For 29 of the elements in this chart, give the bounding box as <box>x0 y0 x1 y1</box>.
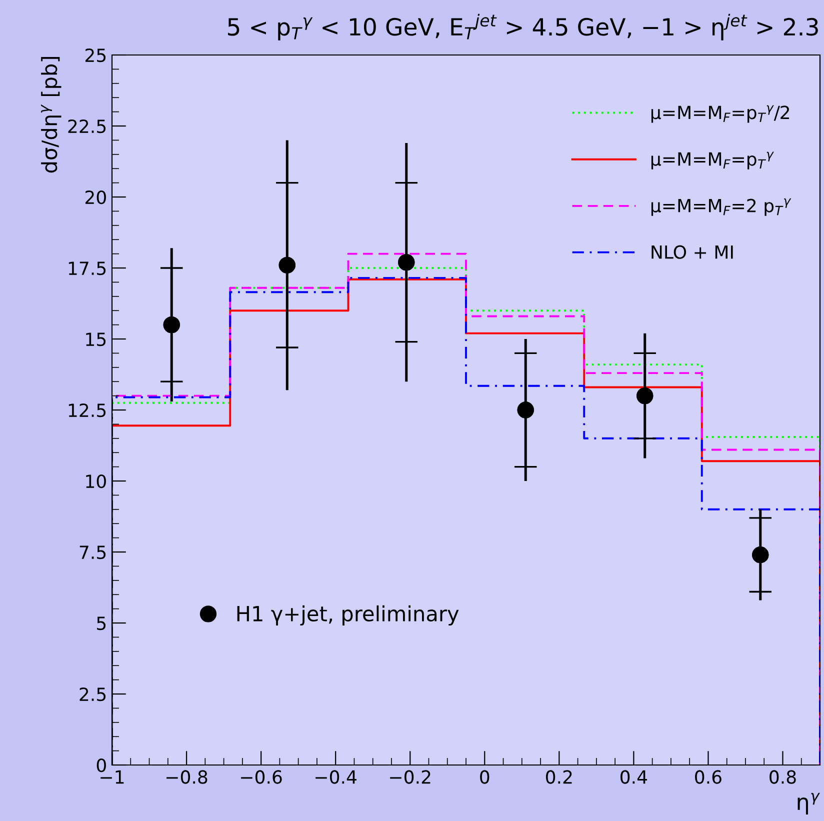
x-tick-label: −1 <box>100 770 124 784</box>
x-tick-label: 0.8 <box>770 770 796 784</box>
y-tick-label: 7.5 <box>80 546 106 560</box>
x-axis-title: η$^{γ}$ <box>798 792 820 815</box>
y-tick-label: 10 <box>86 474 106 488</box>
chart-title: 5 < p$_{T}$$^{γ}$ < 10 GeV, E$_{T}$$^{jet}$ > 4.5 GeV, −1 > η$^{jet}$ > 2.3 <box>228 14 818 40</box>
y-tick-label: 5 <box>97 616 106 630</box>
y-tick-label: 25 <box>85 48 106 62</box>
x-tick-label: 0.2 <box>546 770 572 784</box>
x-tick-label: 0.6 <box>695 770 722 784</box>
x-tick-label: −0.4 <box>316 770 356 784</box>
legend-label: H1 γ+jet, preliminary <box>237 605 459 626</box>
x-tick-label: −0.8 <box>166 770 208 784</box>
y-tick-label: 0 <box>96 758 106 772</box>
x-tick-label: −0.2 <box>390 770 430 784</box>
legend-label: μ=M=M$_{F}$=p$_{T}$$^{γ}$/2 <box>651 105 789 123</box>
legend-label: μ=M=M$_{F}$=p$_{T}$$^{γ}$ <box>651 152 774 170</box>
y-axis-title: dσ/dη$^{γ}$ [pb] <box>40 56 62 173</box>
y-tick-label: 17.5 <box>68 262 106 276</box>
y-tick-label: 2.5 <box>80 687 106 702</box>
legend-label: NLO + MI <box>652 245 733 259</box>
x-tick-label: −0.6 <box>241 770 282 784</box>
x-tick-label: 0.4 <box>620 770 648 784</box>
y-tick-label: 15 <box>86 332 106 346</box>
y-tick-label: 12.5 <box>68 403 106 418</box>
y-tick-label: 20 <box>85 190 106 204</box>
y-tick-label: 22.5 <box>68 119 106 134</box>
x-tick-label: 0 <box>480 770 490 784</box>
legend-label: μ=M=M$_{F}$=2 p$_{T}$$^{γ}$ <box>651 198 792 216</box>
